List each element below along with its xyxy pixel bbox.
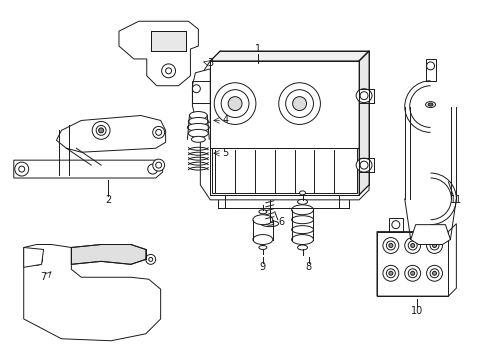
Polygon shape <box>14 160 163 178</box>
Ellipse shape <box>153 159 165 171</box>
Ellipse shape <box>228 96 242 111</box>
Polygon shape <box>56 116 166 152</box>
Ellipse shape <box>31 253 43 265</box>
Ellipse shape <box>146 255 156 264</box>
Text: 10: 10 <box>411 306 423 316</box>
Ellipse shape <box>192 136 205 142</box>
Ellipse shape <box>428 103 433 106</box>
Polygon shape <box>411 225 450 244</box>
Ellipse shape <box>427 238 442 253</box>
Ellipse shape <box>389 271 393 275</box>
Polygon shape <box>119 21 198 86</box>
Ellipse shape <box>156 162 162 168</box>
Ellipse shape <box>360 92 368 100</box>
Ellipse shape <box>297 245 308 250</box>
Ellipse shape <box>426 102 436 108</box>
Ellipse shape <box>293 96 307 111</box>
Ellipse shape <box>356 89 372 103</box>
Ellipse shape <box>292 216 314 224</box>
Ellipse shape <box>392 221 400 229</box>
Ellipse shape <box>279 83 320 125</box>
Bar <box>426 59 436 81</box>
Polygon shape <box>210 61 359 195</box>
Ellipse shape <box>253 215 273 225</box>
Ellipse shape <box>166 68 171 74</box>
Ellipse shape <box>408 241 417 250</box>
Text: 2: 2 <box>105 195 111 205</box>
Ellipse shape <box>383 265 399 281</box>
Ellipse shape <box>411 243 415 247</box>
Text: 8: 8 <box>305 262 312 272</box>
Ellipse shape <box>292 226 314 234</box>
Ellipse shape <box>253 235 273 244</box>
Ellipse shape <box>156 129 162 135</box>
Polygon shape <box>193 69 210 122</box>
Polygon shape <box>151 31 187 51</box>
Ellipse shape <box>360 161 368 169</box>
Text: 6: 6 <box>279 217 285 227</box>
Ellipse shape <box>411 271 415 275</box>
Ellipse shape <box>92 121 110 139</box>
Ellipse shape <box>148 164 158 174</box>
Polygon shape <box>200 61 369 200</box>
Ellipse shape <box>433 243 437 247</box>
Ellipse shape <box>299 191 306 195</box>
Polygon shape <box>359 51 369 195</box>
Bar <box>193 81 210 103</box>
Ellipse shape <box>193 85 200 93</box>
Ellipse shape <box>297 199 308 204</box>
Ellipse shape <box>189 129 208 137</box>
Ellipse shape <box>266 222 274 225</box>
Ellipse shape <box>190 112 207 120</box>
Polygon shape <box>210 51 369 61</box>
Ellipse shape <box>427 62 435 70</box>
Text: 1: 1 <box>255 44 261 54</box>
Ellipse shape <box>98 128 103 133</box>
Ellipse shape <box>153 126 165 138</box>
Ellipse shape <box>430 241 439 250</box>
Ellipse shape <box>149 257 153 261</box>
Ellipse shape <box>96 125 106 135</box>
Polygon shape <box>24 244 161 341</box>
Ellipse shape <box>405 238 420 253</box>
Ellipse shape <box>389 243 393 247</box>
Bar <box>377 231 448 296</box>
Ellipse shape <box>214 83 256 125</box>
Ellipse shape <box>188 123 209 131</box>
Ellipse shape <box>427 265 442 281</box>
Ellipse shape <box>221 90 249 117</box>
Ellipse shape <box>430 269 439 278</box>
Ellipse shape <box>162 64 175 78</box>
Ellipse shape <box>261 221 279 227</box>
Ellipse shape <box>15 162 29 176</box>
Ellipse shape <box>433 271 437 275</box>
Ellipse shape <box>292 205 314 215</box>
Ellipse shape <box>292 235 314 244</box>
Bar <box>389 218 403 231</box>
Ellipse shape <box>259 246 267 249</box>
Text: 9: 9 <box>260 262 266 272</box>
Ellipse shape <box>286 90 314 117</box>
Text: 11: 11 <box>450 195 463 205</box>
Ellipse shape <box>387 269 395 278</box>
Bar <box>151 31 187 51</box>
Polygon shape <box>24 247 44 267</box>
Ellipse shape <box>189 117 208 125</box>
Ellipse shape <box>34 257 39 262</box>
Ellipse shape <box>387 241 395 250</box>
Text: 4: 4 <box>222 116 228 126</box>
Text: 5: 5 <box>222 148 228 158</box>
Ellipse shape <box>356 158 372 172</box>
Ellipse shape <box>383 238 399 253</box>
Text: 3: 3 <box>207 58 213 68</box>
Bar <box>212 148 357 193</box>
Text: 7: 7 <box>41 272 47 282</box>
Ellipse shape <box>19 166 25 172</box>
Ellipse shape <box>259 210 267 214</box>
Ellipse shape <box>405 265 420 281</box>
Polygon shape <box>377 224 456 296</box>
Polygon shape <box>72 244 146 264</box>
Ellipse shape <box>408 269 417 278</box>
